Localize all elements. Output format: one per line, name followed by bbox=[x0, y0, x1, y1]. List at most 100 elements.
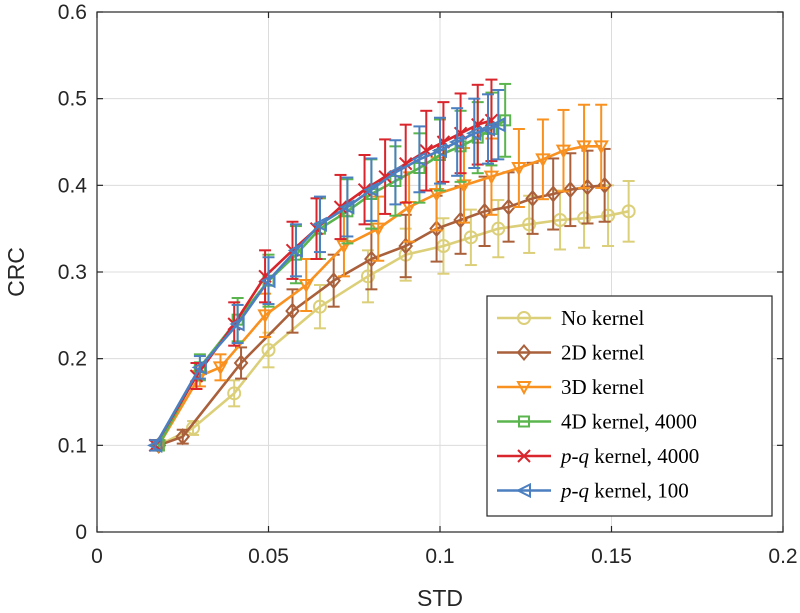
legend-entry: 2D kernel bbox=[497, 341, 645, 365]
legend-label: 4D kernel, 4000 bbox=[561, 410, 697, 434]
legend-label-text: 3D kernel bbox=[561, 375, 645, 399]
error-bar bbox=[193, 355, 206, 380]
legend-label: 2D kernel bbox=[561, 341, 645, 365]
data-point bbox=[398, 237, 414, 255]
error-bar bbox=[365, 157, 378, 222]
y-tick-label: 0 bbox=[75, 521, 87, 544]
error-bar bbox=[341, 176, 354, 238]
data-point bbox=[501, 198, 516, 216]
legend-marker bbox=[516, 343, 532, 362]
data-point bbox=[448, 134, 465, 150]
data-point bbox=[175, 428, 191, 446]
data-point bbox=[298, 279, 314, 294]
data-point bbox=[212, 361, 229, 376]
legend: No kernel 2D kernel 3D kernel 4D kernel, 40… bbox=[486, 295, 773, 517]
error-bar bbox=[389, 139, 402, 206]
data-point bbox=[233, 354, 249, 372]
error-bar bbox=[289, 223, 302, 278]
data-point bbox=[363, 182, 379, 198]
legend-label: p-q kernel, 4000 bbox=[559, 444, 699, 468]
y-tick-label: 0.1 bbox=[58, 434, 87, 457]
legend-label-text: 2D kernel bbox=[561, 341, 645, 365]
x-axis-title: STD bbox=[417, 585, 463, 611]
y-tick-label: 0.5 bbox=[58, 88, 87, 111]
error-bar bbox=[214, 353, 227, 382]
legend-entry: 3D kernel bbox=[497, 375, 645, 399]
data-point bbox=[260, 273, 276, 289]
error-bar bbox=[547, 157, 560, 231]
legend-label-text: kernel, 100 bbox=[589, 479, 689, 503]
data-point bbox=[593, 140, 609, 155]
data-point bbox=[411, 151, 427, 167]
data-point bbox=[339, 199, 355, 215]
data-point bbox=[326, 272, 341, 290]
y-tick-label: 0.6 bbox=[58, 1, 87, 24]
error-bar bbox=[578, 103, 591, 189]
legend-marker bbox=[518, 415, 530, 428]
legend-marker bbox=[517, 311, 531, 325]
data-point bbox=[555, 144, 572, 159]
data-point bbox=[576, 140, 592, 155]
error-bar bbox=[434, 116, 446, 185]
error-bar bbox=[300, 258, 313, 312]
ticks: 0 0.05 0.1 0.15 0.2 0 0.1 0.2 0.3 0.4 0.5 0.6 bbox=[58, 1, 798, 568]
legend-marker bbox=[517, 449, 531, 463]
error-bar bbox=[262, 256, 275, 306]
data-point bbox=[191, 359, 207, 375]
data-point bbox=[312, 299, 327, 314]
data-point bbox=[261, 343, 276, 357]
data-point bbox=[522, 217, 537, 232]
error-bar bbox=[595, 103, 608, 189]
data-point bbox=[227, 386, 242, 401]
error-bar bbox=[557, 108, 570, 193]
legend-entry: p-q kernel, 4000 bbox=[497, 444, 699, 468]
data-point bbox=[466, 125, 482, 141]
error-bar bbox=[482, 93, 495, 165]
error-bar bbox=[413, 125, 426, 194]
legend-label-italic: p-q bbox=[559, 444, 589, 468]
legend-label-text: kernel, 4000 bbox=[589, 444, 699, 468]
series-layer bbox=[147, 78, 636, 454]
data-point bbox=[147, 437, 163, 453]
grid bbox=[97, 12, 783, 532]
error-bar bbox=[492, 89, 505, 161]
error-bar bbox=[622, 180, 635, 243]
legend-label-text: 4D kernel, 4000 bbox=[561, 410, 697, 434]
x-tick-label: 0 bbox=[91, 545, 103, 568]
error-bar bbox=[464, 208, 477, 267]
data-point bbox=[463, 230, 478, 245]
data-point bbox=[545, 185, 561, 203]
x-tick-label: 0.1 bbox=[425, 545, 454, 568]
data-point bbox=[336, 240, 352, 255]
data-point bbox=[387, 164, 403, 180]
error-bar bbox=[228, 379, 241, 408]
legend-entry: 4D kernel, 4000 bbox=[497, 410, 697, 434]
y-tick-label: 0.3 bbox=[58, 261, 87, 284]
legend-label-text: No kernel bbox=[561, 306, 645, 330]
data-point bbox=[621, 204, 636, 219]
data-point bbox=[456, 179, 472, 194]
data-point bbox=[491, 221, 506, 236]
data-point bbox=[360, 269, 375, 284]
y-tick-label: 0.2 bbox=[58, 348, 87, 371]
data-point bbox=[490, 117, 506, 133]
legend-label-italic: p-q bbox=[559, 479, 589, 503]
data-point bbox=[429, 220, 444, 238]
data-point bbox=[431, 143, 447, 159]
y-axis-title: CRC bbox=[3, 247, 29, 297]
data-point bbox=[483, 170, 500, 185]
data-point bbox=[525, 189, 540, 207]
series-5 bbox=[147, 89, 506, 453]
data-point bbox=[428, 188, 445, 203]
error-bar bbox=[313, 195, 326, 254]
data-point bbox=[563, 181, 578, 199]
data-point bbox=[229, 316, 245, 332]
data-point bbox=[535, 153, 551, 168]
error-bar bbox=[468, 97, 481, 169]
error-bar bbox=[536, 118, 549, 201]
error-bar bbox=[451, 107, 464, 177]
error-bar bbox=[231, 303, 244, 345]
legend-label: 3D kernel bbox=[561, 375, 645, 399]
legend-box bbox=[486, 295, 773, 517]
